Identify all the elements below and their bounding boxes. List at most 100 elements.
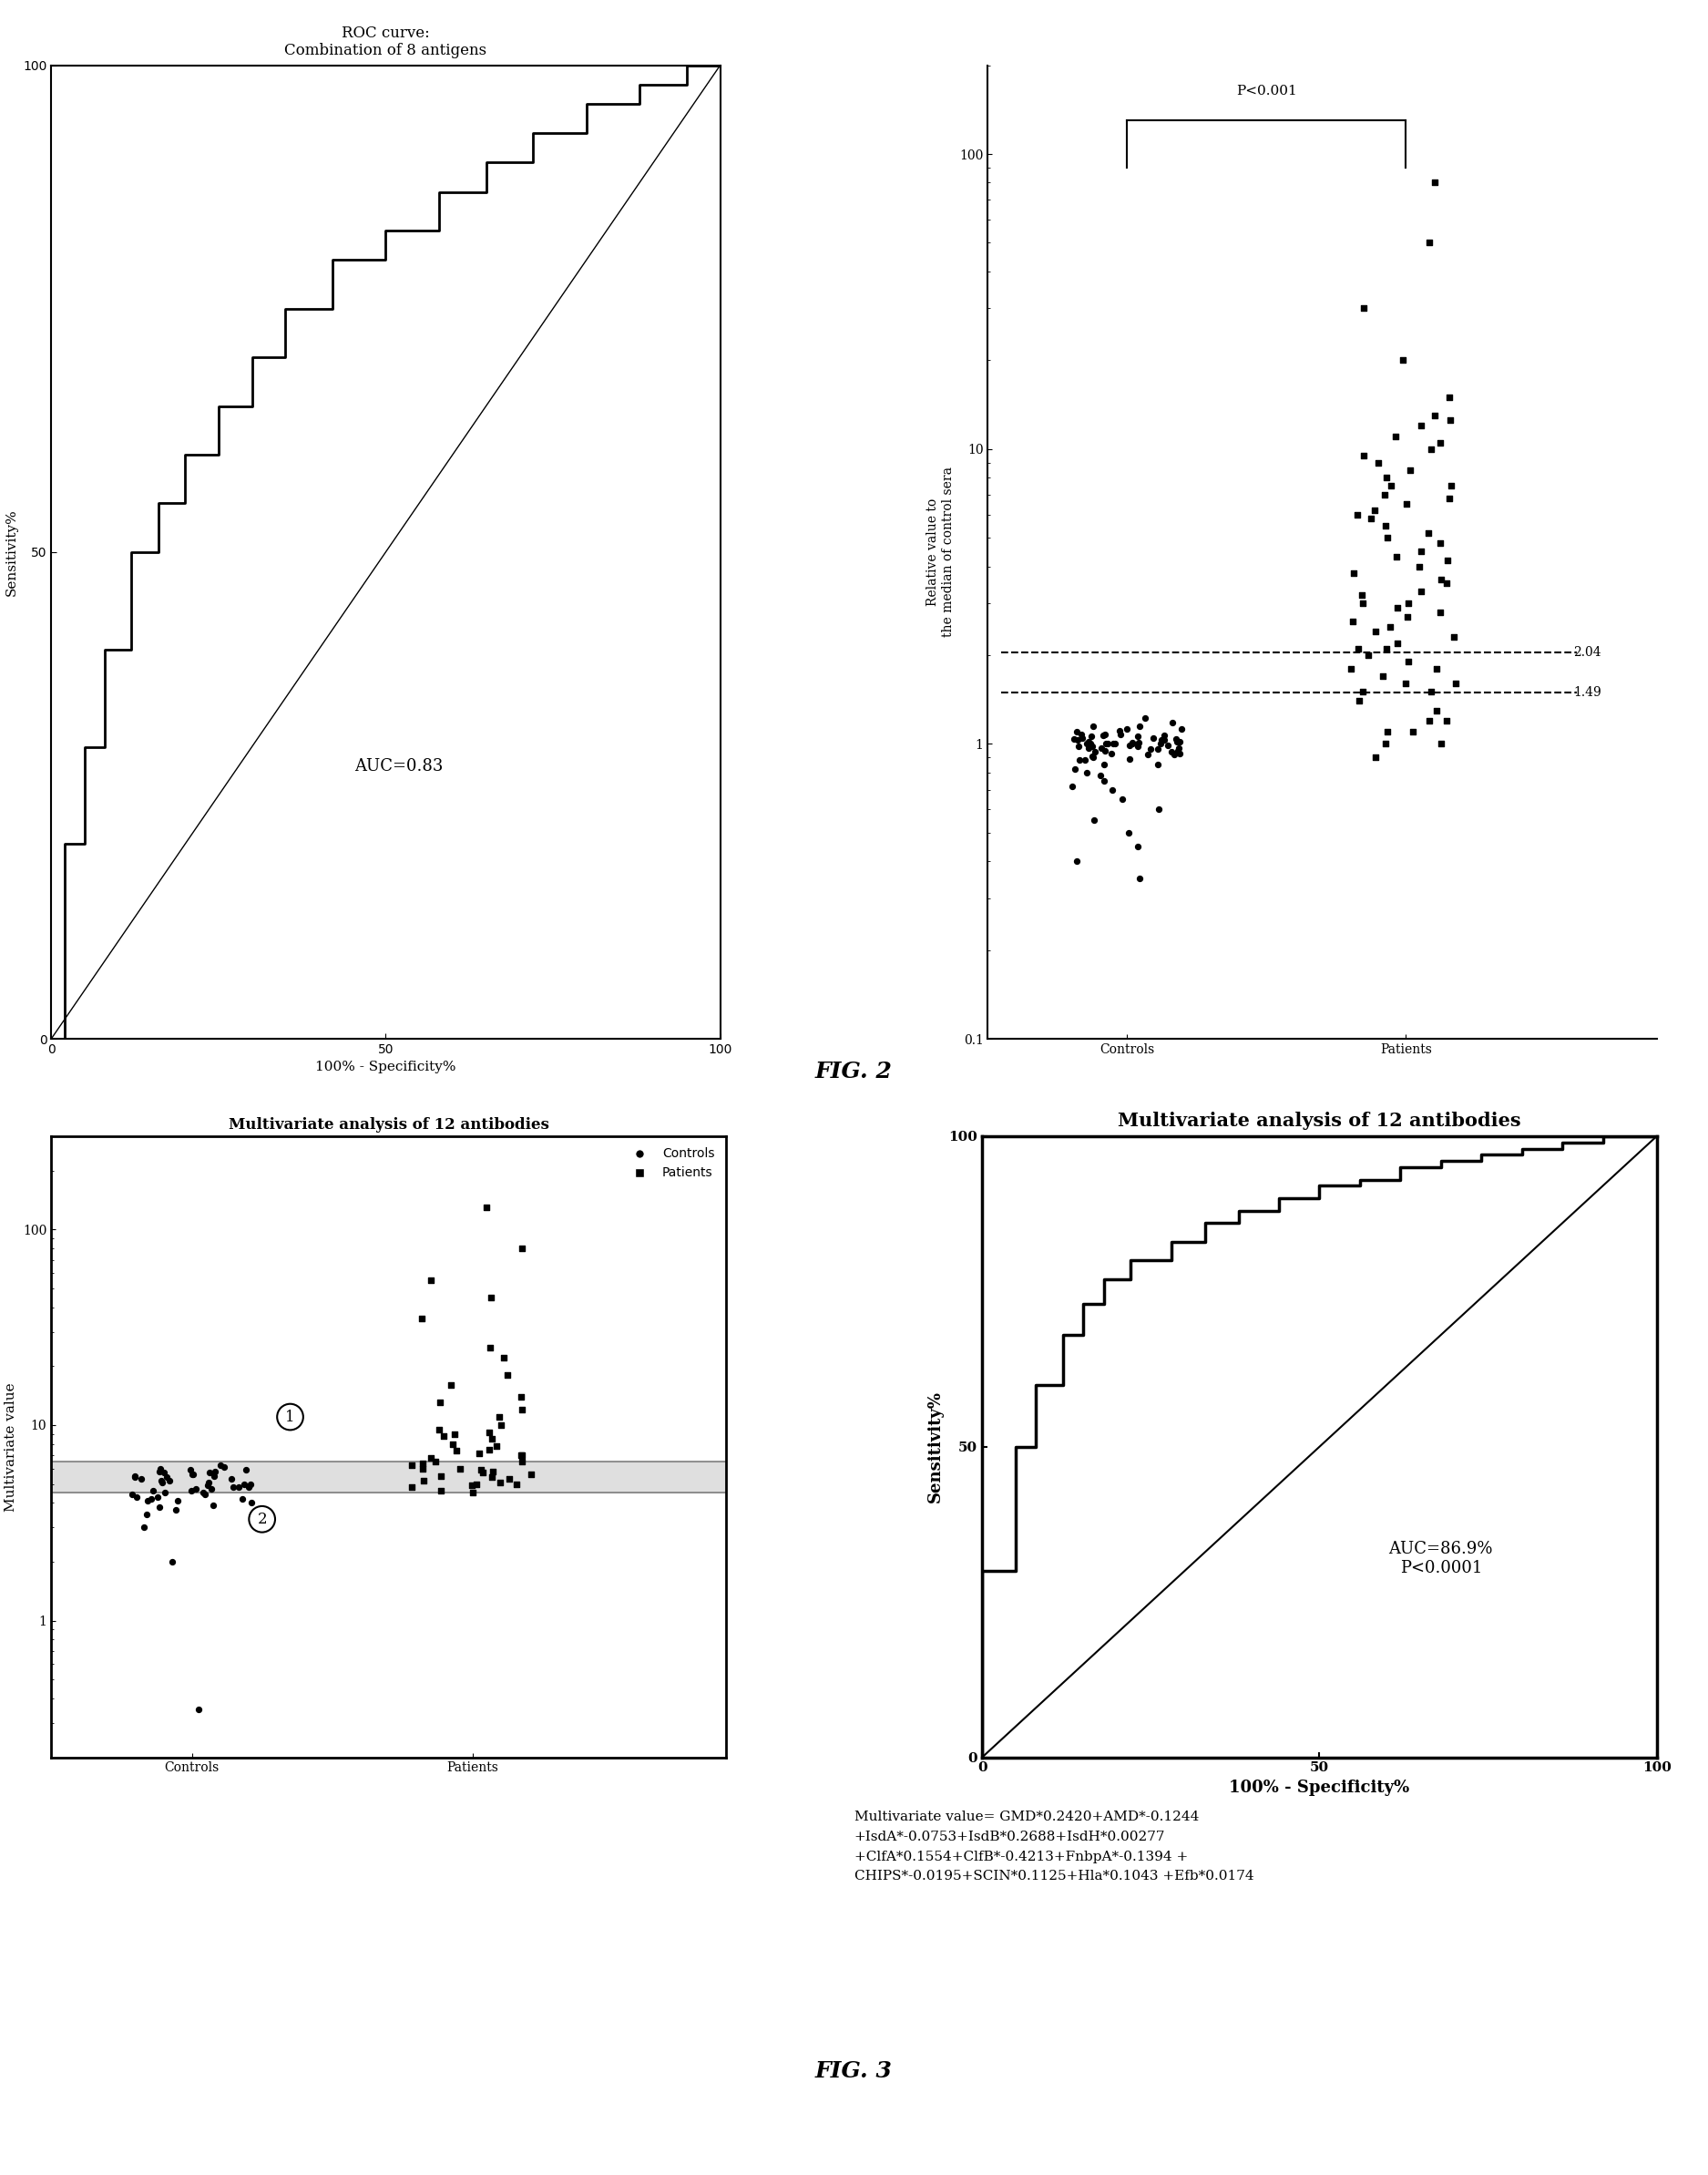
Point bbox=[232, 1453, 260, 1488]
Point bbox=[495, 1462, 523, 1496]
Point bbox=[1090, 763, 1117, 798]
Point bbox=[1108, 781, 1136, 816]
Point bbox=[1073, 726, 1100, 761]
Point bbox=[1074, 724, 1102, 759]
Point bbox=[408, 1301, 436, 1335]
Point bbox=[465, 1436, 492, 1470]
Point bbox=[507, 1379, 535, 1414]
Point bbox=[1132, 700, 1160, 735]
Point bbox=[118, 1477, 145, 1512]
Point bbox=[427, 1459, 454, 1494]
Point bbox=[509, 1231, 536, 1266]
Point bbox=[1105, 713, 1132, 748]
Point bbox=[1421, 398, 1448, 433]
Point bbox=[1377, 468, 1404, 502]
Point bbox=[1349, 674, 1377, 709]
Point bbox=[1071, 744, 1098, 779]
Point bbox=[459, 1475, 487, 1509]
Text: FIG. 2: FIG. 2 bbox=[815, 1059, 893, 1083]
Point bbox=[1337, 650, 1365, 685]
Point bbox=[236, 1466, 263, 1501]
Point bbox=[123, 1479, 150, 1514]
Point bbox=[1107, 716, 1134, 750]
Point bbox=[1076, 726, 1103, 761]
Point bbox=[147, 1451, 174, 1486]
Point bbox=[437, 1368, 465, 1403]
Point bbox=[458, 1468, 485, 1503]
Point bbox=[1079, 740, 1107, 774]
Point bbox=[1373, 631, 1401, 666]
Point bbox=[149, 1464, 176, 1499]
Point bbox=[133, 1496, 161, 1531]
Point bbox=[1389, 344, 1416, 378]
Point bbox=[225, 1470, 253, 1505]
Point bbox=[1349, 585, 1377, 620]
Point bbox=[509, 1392, 536, 1427]
Point bbox=[490, 1340, 518, 1375]
Point bbox=[1119, 724, 1146, 759]
Point bbox=[509, 1438, 536, 1472]
Point bbox=[1406, 548, 1433, 583]
Point bbox=[1144, 731, 1172, 766]
Y-axis label: Multivariate value: Multivariate value bbox=[5, 1381, 17, 1512]
Point bbox=[1407, 533, 1435, 568]
Point bbox=[178, 1453, 205, 1488]
Point bbox=[1414, 515, 1442, 550]
Point bbox=[130, 1509, 157, 1544]
Point bbox=[1126, 724, 1153, 759]
Point bbox=[1407, 409, 1435, 444]
Point bbox=[1149, 722, 1177, 757]
Point bbox=[1442, 666, 1469, 700]
Point bbox=[1418, 431, 1445, 465]
Point bbox=[427, 1385, 454, 1420]
Point bbox=[502, 1466, 529, 1501]
Point bbox=[164, 1483, 191, 1518]
Point bbox=[200, 1459, 227, 1494]
Title: Multivariate analysis of 12 antibodies: Multivariate analysis of 12 antibodies bbox=[229, 1116, 548, 1133]
Point bbox=[1167, 724, 1194, 759]
Point bbox=[509, 1444, 536, 1479]
Point bbox=[152, 1475, 179, 1509]
Point bbox=[1126, 861, 1153, 896]
Point bbox=[1062, 844, 1090, 879]
Point bbox=[478, 1459, 506, 1494]
Point bbox=[1428, 563, 1455, 598]
Point bbox=[178, 1475, 205, 1509]
Point bbox=[1397, 452, 1424, 487]
Point bbox=[236, 1470, 263, 1505]
Point bbox=[1375, 713, 1402, 748]
Point bbox=[1167, 735, 1194, 770]
Point bbox=[145, 1453, 173, 1488]
Point bbox=[1344, 498, 1372, 533]
Point bbox=[1361, 613, 1389, 648]
Point bbox=[150, 1455, 178, 1490]
Point bbox=[1394, 600, 1421, 635]
Point bbox=[1098, 772, 1126, 807]
Point bbox=[483, 1429, 511, 1464]
Point bbox=[422, 1444, 449, 1479]
Point bbox=[1086, 759, 1114, 794]
Point bbox=[1091, 716, 1119, 750]
Point bbox=[195, 1464, 222, 1499]
Point bbox=[1066, 744, 1093, 779]
Point bbox=[1365, 446, 1392, 481]
Point bbox=[478, 1279, 506, 1314]
Point bbox=[475, 1431, 502, 1466]
Point bbox=[1100, 726, 1127, 761]
Text: Multivariate value= GMD*0.2420+AMD*-0.1244
+IsdA*-0.0753+IsdB*0.2688+IsdH*0.0027: Multivariate value= GMD*0.2420+AMD*-0.12… bbox=[854, 1812, 1254, 1884]
Point bbox=[1377, 609, 1404, 644]
Y-axis label: Sensitivity%: Sensitivity% bbox=[927, 1390, 943, 1503]
Point bbox=[1119, 726, 1146, 761]
Point bbox=[1344, 631, 1372, 666]
Point bbox=[1134, 737, 1161, 772]
Point bbox=[487, 1407, 514, 1442]
Point bbox=[1091, 733, 1119, 768]
Point bbox=[1066, 729, 1093, 763]
Point bbox=[1426, 594, 1454, 629]
Point bbox=[1160, 705, 1187, 740]
Text: 1: 1 bbox=[285, 1409, 295, 1425]
Point bbox=[1421, 165, 1448, 200]
Point bbox=[487, 1464, 514, 1499]
Point bbox=[231, 1466, 258, 1501]
Point bbox=[1061, 722, 1088, 757]
